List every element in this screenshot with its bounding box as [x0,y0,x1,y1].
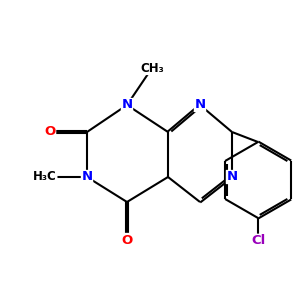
Text: N: N [226,170,238,184]
Text: Cl: Cl [251,234,265,247]
Text: O: O [122,233,133,247]
Text: CH₃: CH₃ [140,61,164,74]
Text: H₃C: H₃C [33,170,57,184]
Text: O: O [44,125,56,139]
Text: N: N [122,98,133,112]
Text: N: N [81,170,93,184]
Text: N: N [194,98,206,112]
